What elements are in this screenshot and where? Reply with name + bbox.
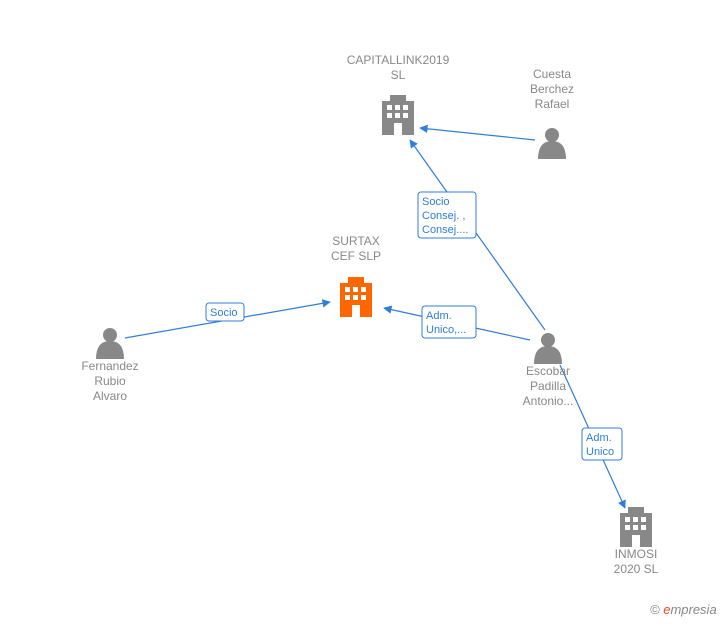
edge-label-text: Unico,... [426, 324, 466, 336]
node-label: Berchez [530, 82, 574, 96]
node-label: Cuesta [533, 67, 571, 81]
node-label: Padilla [530, 379, 566, 393]
edge-cuesta-capitallink [420, 128, 535, 140]
node-surtax[interactable]: SURTAXCEF SLP [331, 234, 381, 317]
node-fernandez[interactable]: FernandezRubioAlvaro [81, 328, 138, 403]
node-label: CAPITALLINK2019 [347, 53, 450, 67]
edge-label-text: Adm. [426, 310, 452, 322]
building-icon [620, 507, 652, 547]
node-label: CEF SLP [331, 249, 381, 263]
node-cuesta[interactable]: CuestaBerchezRafael [530, 67, 574, 159]
edge-label-text: Consej.... [422, 224, 468, 236]
network-diagram: CAPITALLINK2019SL CuestaBerchezRafael SURT… [0, 0, 728, 630]
person-icon [96, 328, 124, 359]
node-capitallink[interactable]: CAPITALLINK2019SL [347, 53, 450, 135]
node-inmosi[interactable]: INMOSI2020 SL [614, 507, 659, 576]
edge-label-text: Unico [586, 446, 614, 458]
node-label: SURTAX [332, 234, 380, 248]
watermark: © empresia [650, 602, 717, 617]
node-label: Antonio... [523, 394, 574, 408]
node-label: Rubio [94, 374, 126, 388]
node-escobar[interactable]: EscobarPadillaAntonio... [523, 333, 574, 408]
brand-rest: mpresia [670, 602, 716, 617]
node-label: INMOSI [615, 547, 658, 561]
person-icon [538, 128, 566, 159]
node-label: Rafael [535, 97, 570, 111]
edge-label-text: Socio [210, 307, 238, 319]
node-label: SL [391, 68, 406, 82]
edge-label-text: Socio [422, 196, 450, 208]
node-label: 2020 SL [614, 562, 659, 576]
copyright-symbol: © [650, 602, 663, 617]
building-icon [382, 95, 414, 135]
node-label: Alvaro [93, 389, 127, 403]
edge-label-text: Consej. , [422, 210, 465, 222]
node-label: Fernandez [81, 359, 138, 373]
person-icon [534, 333, 562, 364]
node-label: Escobar [526, 364, 570, 378]
edge-label-text: Adm. [586, 432, 612, 444]
building-icon [340, 277, 372, 317]
brand-initial: e [663, 602, 670, 617]
